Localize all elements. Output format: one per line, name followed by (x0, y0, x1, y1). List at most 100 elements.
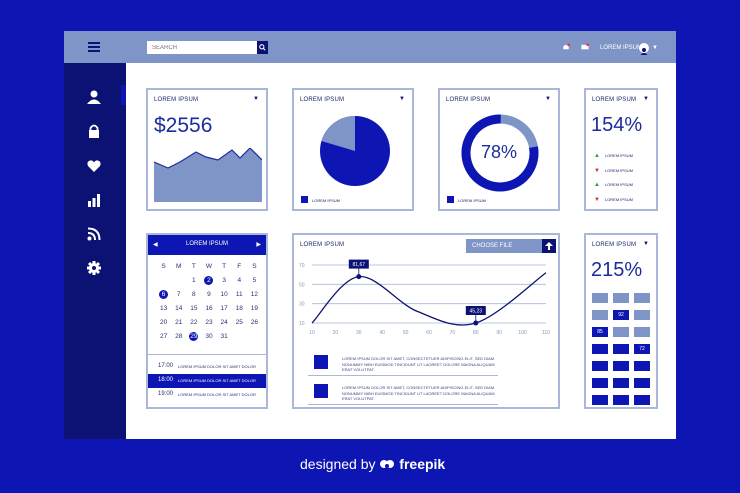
data-label: 45,23 (470, 309, 483, 315)
calendar-day[interactable]: 11 (235, 291, 243, 298)
schedule-desc: LOREM IPSUM DOLOR SIT AMET DOLOR (178, 378, 256, 383)
weekday-label: T (191, 263, 196, 270)
user-icon[interactable] (86, 89, 102, 105)
trend-arrow-icon: ▼ (594, 196, 600, 203)
calendar-day[interactable]: 22 (190, 319, 198, 326)
upload-arrow-icon (545, 242, 553, 250)
calendar-empty (247, 332, 262, 341)
bar-chart-icon[interactable] (86, 192, 102, 208)
donut-card: LOREM IPSUM ▼ 78% LOREM IPSUM (438, 88, 560, 211)
calendar-day[interactable]: 8 (192, 291, 196, 298)
data-label-box (465, 306, 486, 315)
calendar-empty (156, 276, 171, 285)
calendar-day[interactable]: 18 (235, 305, 243, 312)
trend-label: LOREM IPSUM (604, 167, 633, 173)
calendar-day[interactable]: 24 (220, 319, 228, 326)
schedule-desc: LOREM IPSUM DOLOR SIT AMET DOLOR (178, 364, 256, 369)
avatar[interactable] (639, 43, 649, 55)
grid-square (613, 327, 629, 337)
calendar-day[interactable]: 3 (222, 277, 226, 284)
user-name[interactable]: LOREM IPSUM (600, 45, 643, 51)
credit-brand: freepik (399, 456, 446, 472)
card-title: LOREM IPSUM (446, 97, 491, 103)
schedule-item[interactable]: 17:00 LOREM IPSUM DOLOR SIT AMET DOLOR (148, 360, 266, 374)
calendar-day[interactable]: 15 (190, 305, 198, 312)
rss-icon[interactable] (86, 226, 102, 242)
card-dropdown-caret[interactable]: ▼ (643, 241, 649, 247)
search-button[interactable] (257, 41, 268, 54)
calendar-day[interactable]: 6 (159, 290, 169, 299)
calendar-prev-button[interactable]: ◀ (153, 242, 158, 248)
user-avatar-icon (640, 48, 648, 55)
divider (308, 404, 498, 405)
search-input[interactable] (147, 41, 257, 54)
user-menu-caret[interactable]: ▼ (652, 45, 658, 51)
calendar-day[interactable]: 5 (252, 277, 257, 284)
trend-label: LOREM IPSUM (604, 153, 633, 158)
data-point (356, 274, 362, 280)
calendar-day[interactable]: 19 (250, 305, 259, 312)
heart-icon[interactable] (86, 158, 102, 174)
calendar-day[interactable]: 20 (159, 319, 168, 326)
calendar-day[interactable]: 30 (205, 333, 213, 340)
calendar-day[interactable]: 27 (159, 333, 168, 340)
calendar-day[interactable]: 29 (189, 332, 199, 341)
calendar-day[interactable]: 13 (159, 305, 168, 312)
trend-arrow-icon: ▼ (594, 167, 600, 174)
schedule-desc: LOREM IPSUM DOLOR SIT AMET DOLOR (178, 392, 256, 397)
trend-arrow-icon: ▲ (594, 153, 600, 159)
y-tick-label: 10 (299, 321, 305, 327)
gear-icon[interactable] (86, 260, 102, 276)
x-tick-label: 30 (356, 330, 362, 336)
calendar-day[interactable]: 9 (207, 291, 211, 298)
calendar-day[interactable]: 28 (175, 333, 183, 340)
x-tick-label: 70 (450, 330, 456, 336)
trend-item: ▲ LOREM IPSUM (594, 182, 633, 188)
message-icon[interactable] (580, 43, 590, 52)
x-tick-label: 100 (518, 330, 527, 336)
card-dropdown-caret[interactable]: ▼ (545, 96, 551, 102)
sidebar (64, 63, 126, 439)
calendar-day[interactable]: 31 (220, 333, 228, 340)
percent-card-154: LOREM IPSUM ▼ 154% ▲ LOREM IPSUM ▼ LOREM IP… (584, 88, 658, 211)
schedule-time: 18:00 (158, 377, 174, 383)
calendar-day[interactable]: 25 (235, 319, 243, 326)
calendar-day[interactable]: 14 (175, 305, 183, 312)
legend-swatch (301, 196, 308, 203)
donut-value: 78% (480, 142, 518, 162)
card-dropdown-caret[interactable]: ▼ (399, 96, 405, 102)
card-dropdown-caret[interactable]: ▼ (253, 96, 259, 102)
choose-file-button[interactable]: CHOOSE FILE (466, 239, 556, 253)
bell-icon[interactable] (561, 43, 571, 52)
menu-icon[interactable] (88, 42, 100, 52)
calendar-day[interactable]: 21 (175, 319, 183, 326)
calendar-day[interactable]: 16 (205, 305, 213, 312)
card-dropdown-caret[interactable]: ▼ (643, 96, 649, 102)
grid-square (634, 293, 650, 303)
calendar-day[interactable]: 26 (250, 319, 259, 326)
note-text: LOREM IPSUM DOLOR SIT AMET, CONSECTETUER… (342, 356, 495, 372)
calendar-day[interactable]: 12 (250, 291, 259, 298)
weekday-label: W (205, 263, 213, 270)
y-tick-label: 30 (299, 302, 305, 308)
schedule-item[interactable]: 18:00 LOREM IPSUM DOLOR SIT AMET DOLOR (148, 374, 266, 388)
calendar-day[interactable]: 10 (220, 291, 228, 298)
upload-button[interactable] (542, 239, 556, 253)
grid-square (634, 310, 650, 320)
schedule-time: 17:00 (158, 363, 174, 369)
lock-icon[interactable] (86, 123, 102, 139)
calendar-header: ◀ LOREM IPSUM ▶ (148, 235, 266, 255)
line-chart-card: LOREM IPSUM CHOOSE FILE 10 30 50 70 10 20 30 40… (292, 233, 560, 409)
calendar-day[interactable]: 7 (176, 291, 181, 298)
calendar-day[interactable]: 2 (204, 276, 214, 285)
trend-label: LOREM IPSUM (604, 196, 633, 202)
calendar-next-button[interactable]: ▶ (256, 242, 261, 248)
calendar-day[interactable]: 23 (205, 319, 213, 326)
calendar-day[interactable]: 1 (192, 277, 196, 284)
schedule-item[interactable]: 19:00 LOREM IPSUM DOLOR SIT AMET DOLOR (148, 388, 266, 402)
calendar-day[interactable]: 17 (220, 305, 228, 312)
data-label-box (348, 259, 369, 269)
calendar-day[interactable]: 4 (237, 277, 242, 284)
weekday-label: T (222, 263, 227, 270)
grid-square (634, 395, 650, 405)
